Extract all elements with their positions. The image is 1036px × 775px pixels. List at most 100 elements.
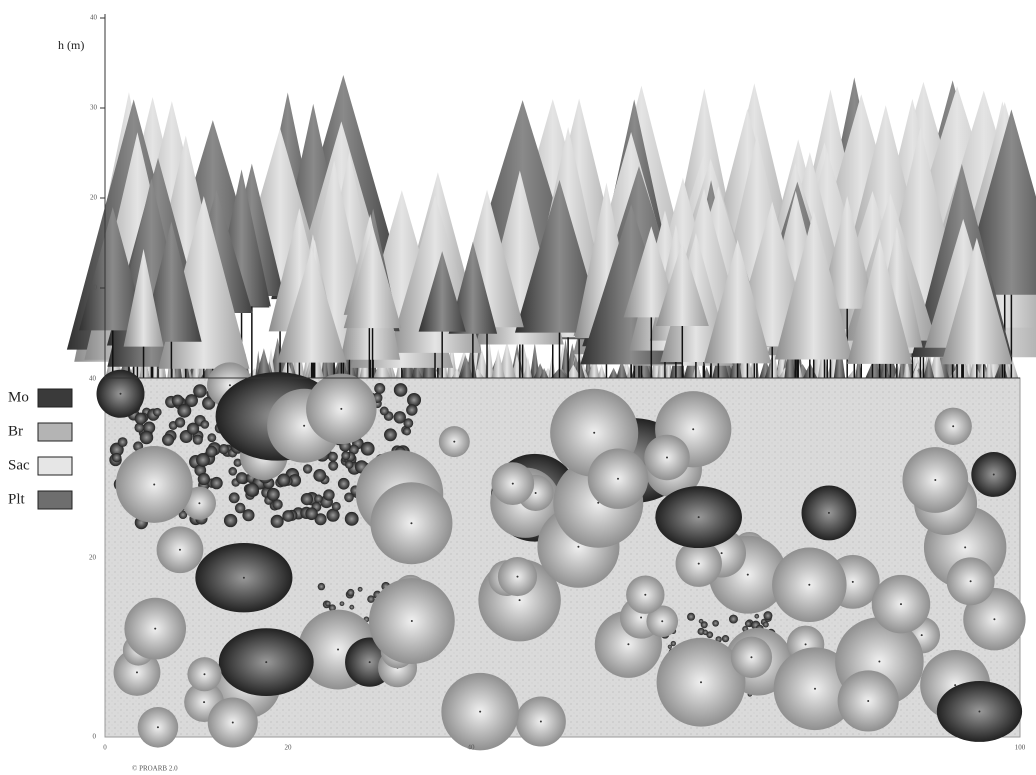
- stem: [303, 425, 305, 427]
- small-crown: [380, 407, 389, 416]
- legend-swatch: [38, 491, 72, 509]
- small-crown: [245, 483, 259, 497]
- stem: [978, 710, 980, 712]
- small-crown: [282, 510, 294, 522]
- stem: [666, 457, 668, 459]
- stem: [721, 552, 723, 554]
- stem: [964, 546, 966, 548]
- small-crown: [206, 446, 218, 458]
- small-crown: [712, 620, 719, 627]
- small-crown: [699, 619, 704, 624]
- stem: [157, 726, 159, 728]
- legend-swatch: [38, 389, 72, 407]
- small-crown: [358, 587, 363, 592]
- small-crown: [187, 423, 199, 435]
- stem: [153, 483, 155, 485]
- small-crown: [763, 622, 769, 628]
- small-crown: [314, 494, 323, 503]
- stem: [747, 574, 749, 576]
- stem: [627, 643, 629, 645]
- small-crown: [236, 472, 248, 484]
- small-crown: [347, 589, 354, 596]
- small-crown: [323, 489, 334, 500]
- small-crown: [118, 437, 128, 447]
- stem: [808, 584, 810, 586]
- stem: [700, 681, 702, 683]
- stem: [340, 408, 342, 410]
- stem: [692, 428, 694, 430]
- plan-x-tick-label: 100: [1015, 744, 1026, 752]
- legend-label: Mo: [8, 389, 29, 405]
- small-crown: [271, 515, 284, 528]
- stem: [535, 492, 537, 494]
- stem: [179, 549, 181, 551]
- stem: [203, 701, 205, 703]
- stem: [540, 721, 542, 723]
- stem: [265, 661, 267, 663]
- small-crown: [112, 453, 121, 462]
- stem: [617, 478, 619, 480]
- stem: [410, 522, 412, 524]
- small-crown: [671, 641, 676, 646]
- small-crown: [301, 493, 313, 505]
- small-crown: [754, 614, 759, 619]
- stem: [577, 546, 579, 548]
- stem: [232, 722, 234, 724]
- stem: [750, 656, 752, 658]
- height-tick-label: 40: [90, 14, 98, 22]
- stem: [828, 512, 830, 514]
- small-crown: [345, 512, 359, 526]
- small-crown: [224, 514, 237, 527]
- legend-swatch: [38, 423, 72, 441]
- stem: [519, 599, 521, 601]
- small-crown: [361, 442, 375, 456]
- plan-y-tick-label: 40: [89, 375, 97, 383]
- small-crown: [345, 461, 353, 469]
- small-crown: [341, 451, 350, 460]
- credit: © PROARB 2.0: [132, 765, 178, 773]
- small-crown: [193, 435, 203, 445]
- plan-x-tick-label: 20: [285, 744, 293, 752]
- small-crown: [374, 383, 385, 394]
- small-crown: [745, 620, 752, 627]
- small-crown: [303, 464, 312, 473]
- small-crown: [703, 630, 708, 635]
- plan-x-tick-label: 0: [103, 744, 107, 752]
- small-crown: [210, 477, 222, 489]
- stem: [644, 594, 646, 596]
- stem: [369, 661, 371, 663]
- stem: [203, 673, 205, 675]
- small-tree: [485, 340, 494, 378]
- stand-profile: [67, 75, 1036, 378]
- stem: [934, 479, 936, 481]
- small-crown: [153, 408, 162, 417]
- stem: [593, 432, 595, 434]
- small-crown: [403, 427, 411, 435]
- small-crown: [235, 503, 246, 514]
- legend-label: Sac: [8, 457, 30, 473]
- small-crown: [305, 507, 317, 519]
- small-crown: [277, 473, 290, 486]
- small-crown: [229, 492, 240, 503]
- small-crown: [328, 461, 338, 471]
- stem: [154, 628, 156, 630]
- height-tick-label: 30: [90, 104, 98, 112]
- height-tick-label: 10: [90, 284, 98, 292]
- small-crown: [687, 613, 695, 621]
- stem: [852, 581, 854, 583]
- stem: [136, 671, 138, 673]
- stem: [411, 620, 413, 622]
- small-crown: [729, 615, 738, 624]
- stem: [479, 711, 481, 713]
- small-crown: [722, 635, 729, 642]
- stem: [516, 576, 518, 578]
- small-crown: [228, 467, 237, 476]
- stem: [970, 580, 972, 582]
- plan-x-tick-label: 40: [468, 744, 476, 752]
- small-crown: [172, 395, 184, 407]
- small-crown: [267, 488, 280, 501]
- plan-y-tick-label: 0: [93, 733, 97, 741]
- small-crown: [332, 502, 341, 511]
- stem: [952, 425, 954, 427]
- height-axis-label: h (m): [58, 38, 84, 52]
